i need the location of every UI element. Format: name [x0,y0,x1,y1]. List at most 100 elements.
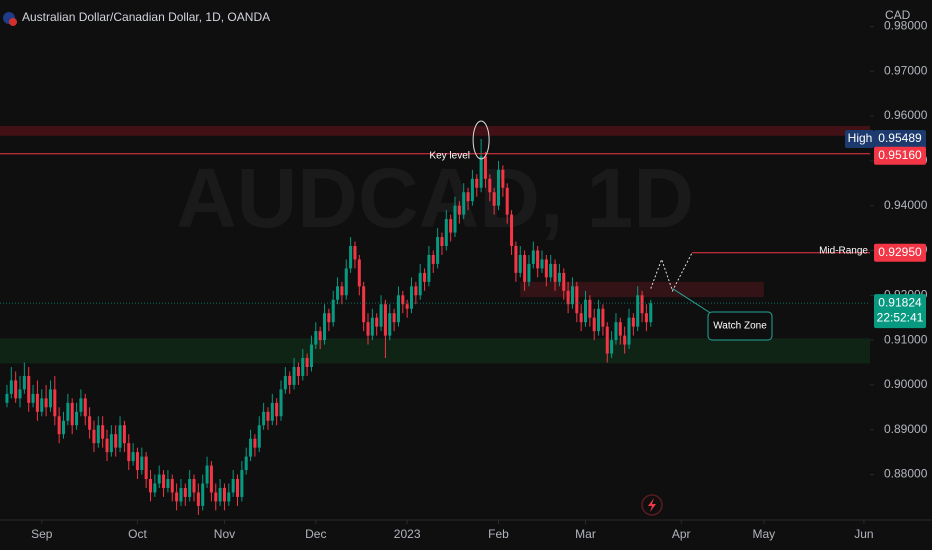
candle-body [166,479,170,488]
candle-body [610,340,614,354]
candle-body [279,389,283,417]
candle-body [605,326,609,354]
candle-body [640,295,644,314]
candle-body [188,479,192,497]
candle-body [227,492,231,502]
candle-body [175,492,179,502]
candle-body [501,169,505,188]
alert-bolt [648,498,656,512]
watch-zone-text: Watch Zone [713,321,767,332]
candle-body [292,366,296,385]
candle-body [601,308,605,327]
y-tick-label: 0.96000 [884,108,928,122]
candle-body [636,295,640,327]
candle-body [527,263,531,282]
candle-body [222,487,226,502]
candle-body [144,456,148,480]
candle-body [327,313,331,323]
mid-range-text: Mid-Range [819,245,868,256]
candle-body [70,402,74,426]
candle-body [57,416,61,435]
candle-body [96,425,100,444]
candle-body [627,317,631,345]
candle-body [336,286,340,300]
candle-body [209,465,213,493]
candle-body [201,483,205,506]
candle-body [431,254,435,264]
candle-body [440,237,444,247]
candle-body [196,492,200,506]
candle-body [470,178,474,202]
candle-body [583,299,588,323]
candle-body [562,272,566,291]
price-axis-bg [870,0,932,550]
mid-range-box [874,243,926,262]
x-tick-label: Dec [305,527,326,541]
candle-body [379,304,383,327]
candle-body [618,322,622,336]
watch-zone-box [707,311,773,341]
candle-body [540,259,544,269]
candle-body [118,425,122,448]
alert-icon[interactable] [641,494,663,516]
x-tick-label: May [753,527,776,541]
candle-body [48,389,52,408]
candle-body [183,487,187,497]
candle-body [505,187,509,215]
candle-body [322,313,327,341]
candle-body [314,331,318,345]
flag-icon-2 [9,18,17,26]
candle-body [631,317,635,327]
zone [0,125,870,136]
candle-body [331,299,335,323]
candle-body [153,483,157,493]
candle-body [205,465,209,484]
candle-body [644,313,648,323]
projection [650,252,693,293]
candle-body [549,263,553,278]
candle-body [536,250,540,269]
candle-body [44,398,48,408]
candle-body [249,438,253,457]
x-tick-label: Apr [672,527,691,541]
candle-body [218,487,222,502]
candle-body [357,259,361,287]
y-tick-label: 0.91000 [884,332,928,346]
candle-body [649,303,653,323]
x-tick-label: 2023 [394,527,421,541]
candle-body [344,268,348,296]
candle-body [544,259,548,278]
high-name-box [845,129,874,148]
candle-body [240,470,244,497]
candle-body [244,456,248,471]
watch-zone-pointer [672,288,713,315]
high-name: High [848,131,873,145]
candle-body [396,295,400,323]
candle-body [444,219,448,247]
candle-body [588,299,592,318]
candle-body [296,366,300,376]
key-level-text: Key level [429,150,470,161]
currency-label: CAD [885,8,911,22]
candle-body [301,358,305,376]
candle-body [131,452,135,462]
candle-body [623,335,627,345]
candle-body [496,169,501,206]
y-tick-label: 0.89000 [884,422,928,436]
candle-body [353,246,357,260]
x-tick-label: Sep [31,527,53,541]
candle-body [214,492,218,502]
candle-body [257,425,261,448]
candle-body [453,205,457,233]
candle-body [305,358,309,367]
candle-body [235,479,240,497]
candle-body [427,254,431,282]
candle-body [170,479,174,493]
candle-body [405,304,409,309]
candle-body [75,411,79,426]
candle-body [531,250,535,264]
key-level-box [874,146,926,165]
high-label: 0.95489 [878,131,922,145]
